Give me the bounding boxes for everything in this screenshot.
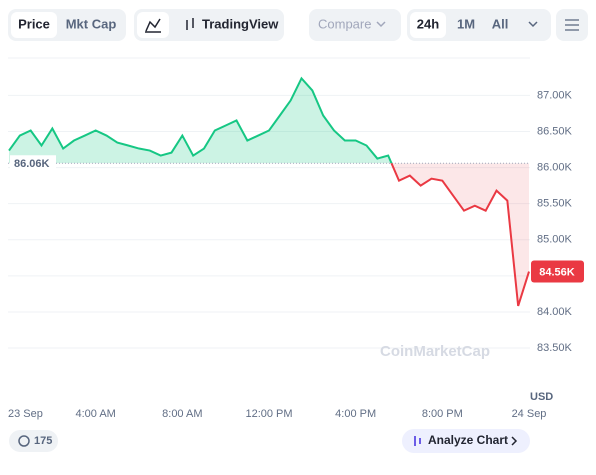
count-pill[interactable] bbox=[9, 430, 58, 452]
y-tick-label: 87.00K bbox=[537, 89, 573, 101]
range-24h[interactable]: 24h bbox=[417, 16, 439, 31]
price-tag bbox=[531, 260, 584, 283]
analyze-pill[interactable] bbox=[402, 429, 530, 453]
history-icon bbox=[18, 435, 30, 447]
y-tick-label: 84.00K bbox=[537, 306, 573, 318]
range-selected bbox=[410, 12, 446, 38]
settings-icon bbox=[565, 19, 579, 31]
count: 175 bbox=[34, 435, 52, 447]
baseline-label: 86.06K bbox=[14, 158, 50, 170]
tradingview-button[interactable]: TradingView bbox=[202, 16, 279, 31]
y-tick-label: 85.50K bbox=[537, 198, 573, 210]
watermark: CoinMarketCap bbox=[380, 343, 490, 360]
area-down bbox=[9, 163, 529, 306]
y-unit: USD bbox=[530, 391, 553, 403]
analyze-icon bbox=[414, 436, 421, 446]
price-tab[interactable]: Price bbox=[18, 16, 50, 31]
x-tick-label: 23 Sep bbox=[8, 408, 43, 420]
x-tick-label: 8:00 AM bbox=[162, 408, 202, 420]
range-all[interactable]: All bbox=[492, 16, 509, 31]
y-tick-label: 85.00K bbox=[537, 234, 573, 246]
y-tick-label: 83.50K bbox=[537, 342, 573, 354]
tab-selected bbox=[11, 12, 57, 38]
range-chevron[interactable] bbox=[528, 21, 538, 28]
compare-button[interactable]: Compare bbox=[318, 16, 371, 31]
x-tick-label: 4:00 AM bbox=[75, 408, 115, 420]
x-tick-label: 24 Sep bbox=[512, 408, 547, 420]
mktcap-tab[interactable]: Mkt Cap bbox=[66, 16, 117, 31]
x-tick-label: 12:00 PM bbox=[245, 408, 292, 420]
analyze-chevron bbox=[511, 436, 518, 446]
candle-icon bbox=[186, 18, 194, 30]
line-icon bbox=[145, 18, 161, 33]
plot: 83.50K84.00K84.50K85.00K85.50K86.00K86.5… bbox=[8, 76, 584, 420]
price-line-down bbox=[390, 163, 530, 307]
x-tick-label: 4:00 PM bbox=[335, 408, 376, 420]
baseline-label-bg bbox=[10, 155, 56, 172]
x-tick-label: 8:00 PM bbox=[422, 408, 463, 420]
analyze-button[interactable]: Analyze Chart bbox=[428, 433, 508, 447]
compare-box bbox=[309, 9, 401, 41]
y-tick-label: 86.50K bbox=[537, 125, 573, 137]
range-1m[interactable]: 1M bbox=[457, 16, 475, 31]
y-tick-label: 86.00K bbox=[537, 162, 573, 174]
area-up bbox=[9, 78, 392, 164]
tool-group bbox=[134, 9, 284, 41]
price-tag-label: 84.56K bbox=[539, 266, 575, 278]
price-line-up bbox=[8, 76, 393, 164]
chevron bbox=[376, 21, 386, 28]
